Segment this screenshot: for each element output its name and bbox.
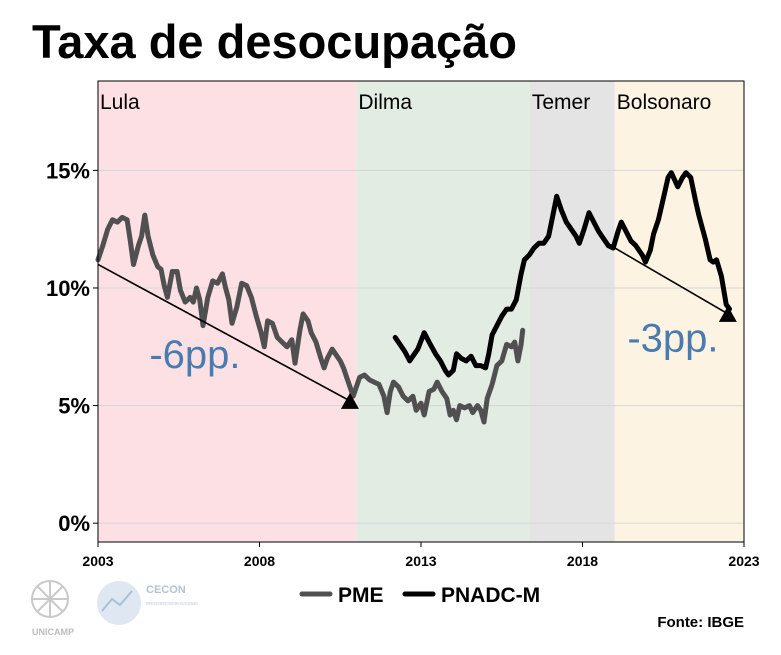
source-note: Fonte: IBGE [657,614,744,631]
series-line-1 [392,170,732,378]
period-label-0: Lula [100,91,140,114]
x-axis-ticks: 2003 2008 2013 2018 2023 [82,542,760,569]
trend-arrow-head-0 [340,392,359,409]
chart-title: Taxa de desocupação [32,15,517,68]
cecon-logo-text: CECON [146,584,186,596]
x-tick-label-2: 2013 [405,553,436,569]
unicamp-logo-icon [31,580,69,618]
unicamp-logo-text: UNICAMP [32,627,74,637]
period-band-1 [356,81,530,542]
period-labels: Lula Dilma Temer Bolsonaro [100,91,711,114]
cecon-logo-icon [97,581,141,625]
gridlines [98,169,744,524]
trend-arrow-line-1 [614,247,729,315]
x-tick-label-0: 2003 [82,553,113,569]
series-lines [95,170,732,425]
y-tick-label-3: 15% [46,158,90,183]
trend-arrow-head-1 [718,305,737,322]
y-tick-label-1: 5% [58,394,90,419]
legend-label-0: PME [338,584,384,607]
y-tick-label-2: 10% [46,276,90,301]
y-tick-label-0: 0% [58,511,90,536]
period-label-3: Bolsonaro [617,91,712,114]
period-band-0 [98,81,357,542]
legend-label-1: PNADC-M [441,584,540,607]
period-band-2 [529,81,615,542]
trend-label-1: -3pp. [627,316,718,360]
period-bands [98,81,744,542]
period-label-2: Temer [532,91,590,114]
series-line-0 [95,212,526,425]
period-label-1: Dilma [358,91,412,114]
x-tick-label-4: 2023 [728,553,759,569]
trend-label-0: -6pp. [149,333,240,377]
cecon-logo-subtitle: CENTRO DE ESTUDOS DE CONJUNTURA E POLÍTI… [146,601,198,606]
y-axis-ticks: 0% 5% 10% 15% [46,158,98,536]
trend-arrow-line-0 [97,263,351,402]
trend-arrows: -6pp. -3pp. [97,247,737,409]
logos: UNICAMP CECON CENTRO DE ESTUDOS DE CONJU… [24,577,204,641]
x-tick-label-3: 2018 [567,553,598,569]
x-tick-label-1: 2008 [244,553,275,569]
legend: PME PNADC-M [299,584,540,607]
